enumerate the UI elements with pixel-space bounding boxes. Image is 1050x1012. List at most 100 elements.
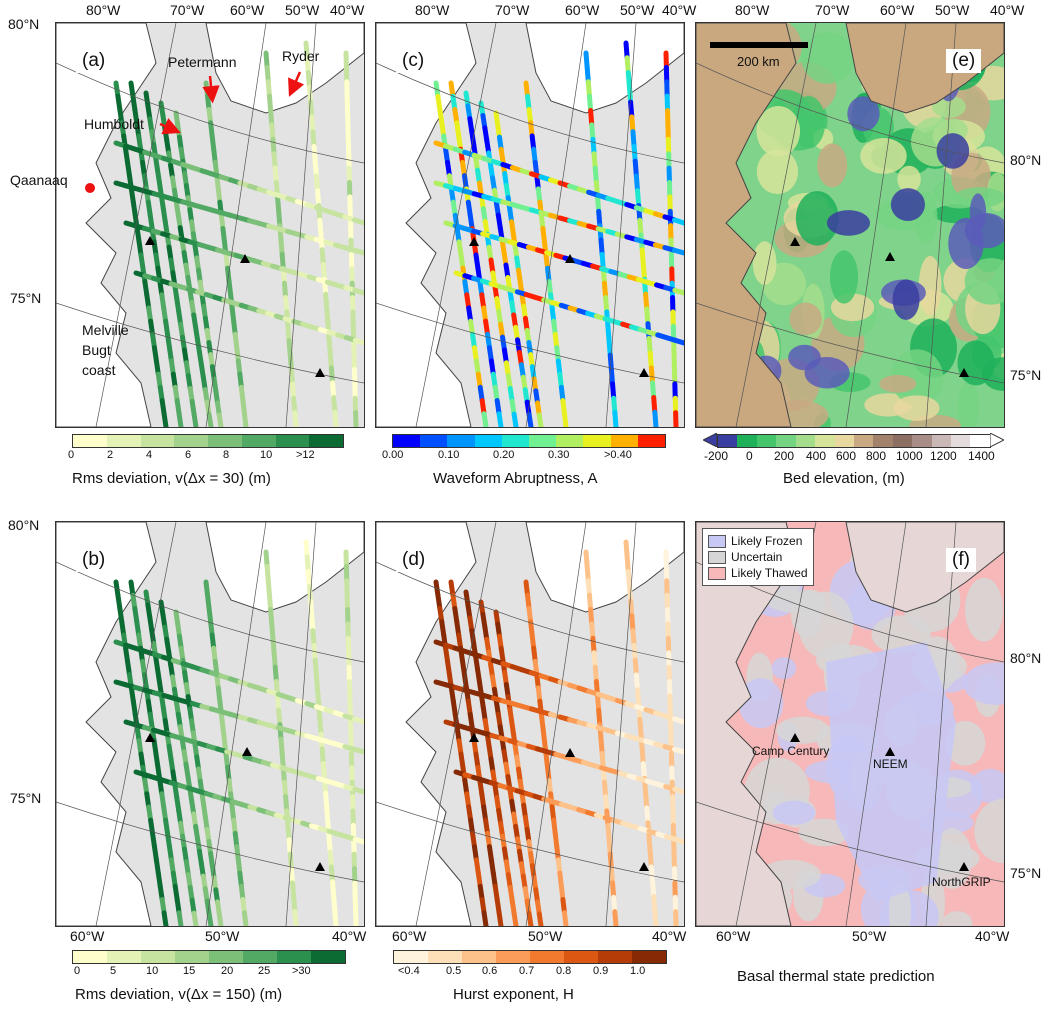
radar-track-segment bbox=[526, 911, 534, 926]
map-patch bbox=[772, 800, 816, 825]
melville-label-line2: Bugt bbox=[82, 342, 111, 358]
map-patch bbox=[829, 250, 859, 304]
tick-label: 0.30 bbox=[548, 449, 570, 461]
colorbar-segment bbox=[428, 951, 462, 963]
panel-label-d: (d) bbox=[396, 548, 432, 572]
radar-track-segment bbox=[351, 247, 364, 256]
neem-label: NEEM bbox=[873, 757, 908, 771]
lat-label-80-right-bottom: 80°N bbox=[1010, 650, 1042, 666]
tick-label: 0.5 bbox=[446, 965, 462, 977]
colorbar-e-arrow-right bbox=[990, 433, 1004, 447]
scale-bar bbox=[710, 42, 808, 48]
radar-track-segment bbox=[161, 910, 169, 926]
map-patch bbox=[756, 149, 799, 195]
tick-label: 0 bbox=[74, 965, 81, 977]
map-patch bbox=[798, 591, 854, 659]
tick-label: <0.4 bbox=[398, 965, 420, 977]
map-patch bbox=[964, 258, 1004, 305]
lon-label: 60°W bbox=[716, 928, 751, 944]
ice-core-site-marker bbox=[469, 237, 479, 246]
ice-core-site-marker bbox=[315, 368, 325, 377]
ice-core-site-marker bbox=[565, 254, 575, 263]
map-patch bbox=[897, 165, 921, 193]
ryder-label: Ryder bbox=[282, 48, 320, 64]
radar-track-segment bbox=[216, 412, 224, 427]
colorbar-segment bbox=[583, 435, 611, 447]
colorbar-segment bbox=[892, 435, 913, 447]
map-patch bbox=[957, 381, 979, 427]
radar-track-segment bbox=[511, 910, 519, 926]
lat-label-80-left-bottom: 80°N bbox=[8, 517, 40, 533]
colorbar-segment bbox=[815, 435, 835, 447]
radar-track-segment bbox=[672, 287, 684, 296]
map-patch bbox=[945, 720, 986, 766]
legend-swatch-thawed bbox=[708, 566, 726, 580]
lon-label: 70°W bbox=[815, 2, 850, 18]
radar-track-segment bbox=[161, 411, 169, 427]
ice-core-site-marker bbox=[959, 862, 969, 871]
colorbar-segment bbox=[106, 435, 141, 447]
map-patch bbox=[964, 577, 1004, 642]
map-patch bbox=[918, 255, 942, 316]
tick-label: 1.0 bbox=[630, 965, 646, 977]
lon-label: 40°W bbox=[662, 2, 697, 18]
colorbar-segment bbox=[447, 435, 475, 447]
map-patch bbox=[936, 133, 970, 169]
lon-label: 60°W bbox=[392, 928, 427, 944]
radar-track-segment bbox=[561, 910, 569, 926]
petermann-label: Petermann bbox=[168, 54, 237, 70]
ice-core-site-marker bbox=[240, 254, 250, 263]
radar-track-segment bbox=[352, 786, 364, 795]
panel-label-a: (a) bbox=[76, 49, 112, 73]
legend-swatch-frozen bbox=[708, 534, 726, 548]
lon-label: 50°W bbox=[852, 928, 887, 944]
tick-label: 0.10 bbox=[438, 449, 460, 461]
colorbar-segment bbox=[208, 435, 242, 447]
ice-core-site-marker bbox=[790, 237, 800, 246]
camp-century-label: Camp Century bbox=[752, 744, 830, 758]
colorbar-segment bbox=[912, 435, 932, 447]
map-patch bbox=[771, 657, 797, 680]
ice-core-site-marker bbox=[469, 733, 479, 742]
colorbar-d-strip bbox=[393, 950, 667, 964]
colorbar-segment bbox=[834, 435, 854, 447]
ice-core-site-marker bbox=[145, 733, 155, 742]
radar-track-segment bbox=[206, 911, 214, 926]
tick-label: 2 bbox=[107, 449, 114, 461]
colorbar-segment bbox=[756, 435, 777, 447]
radar-track-segment bbox=[351, 746, 364, 755]
radar-track-segment bbox=[191, 910, 199, 926]
colorbar-segment bbox=[529, 435, 557, 447]
radar-track-segment bbox=[481, 910, 489, 926]
map-patch bbox=[788, 344, 821, 371]
humboldt-label: Humboldt bbox=[84, 116, 144, 132]
radar-track-segment bbox=[612, 410, 619, 427]
colorbar-segment bbox=[277, 951, 311, 963]
radar-track-segment bbox=[216, 911, 224, 926]
melville-label-line1: Melville bbox=[82, 322, 129, 338]
radar-track-segment bbox=[511, 411, 519, 427]
map-patch bbox=[893, 395, 940, 421]
scale-bar-label: 200 km bbox=[737, 54, 780, 69]
map-patch bbox=[817, 143, 848, 188]
map-patch bbox=[974, 798, 1004, 864]
colorbar-c-title: Waveform Abruptness, A bbox=[433, 470, 598, 487]
colorbar-segment bbox=[309, 435, 343, 447]
tick-label: 25 bbox=[258, 965, 271, 977]
qaanaaq-label: Qaanaaq bbox=[10, 172, 68, 188]
radar-track-segment bbox=[672, 786, 684, 795]
tick-label: -200 bbox=[704, 449, 729, 463]
radar-track-segment bbox=[536, 911, 544, 926]
radar-track-segment bbox=[352, 287, 364, 296]
lon-label: 60°W bbox=[70, 928, 105, 944]
map-patch bbox=[932, 95, 966, 118]
ice-core-site-marker bbox=[639, 862, 649, 871]
tick-label: 1000 bbox=[896, 449, 923, 463]
tick-label: >12 bbox=[296, 449, 315, 461]
colorbar-segment bbox=[174, 435, 208, 447]
tick-label: >0.40 bbox=[604, 449, 632, 461]
lon-label: 50°W bbox=[205, 928, 240, 944]
tick-label: 1200 bbox=[930, 449, 957, 463]
lon-label: 50°W bbox=[285, 2, 320, 18]
radar-track-segment bbox=[526, 412, 534, 427]
